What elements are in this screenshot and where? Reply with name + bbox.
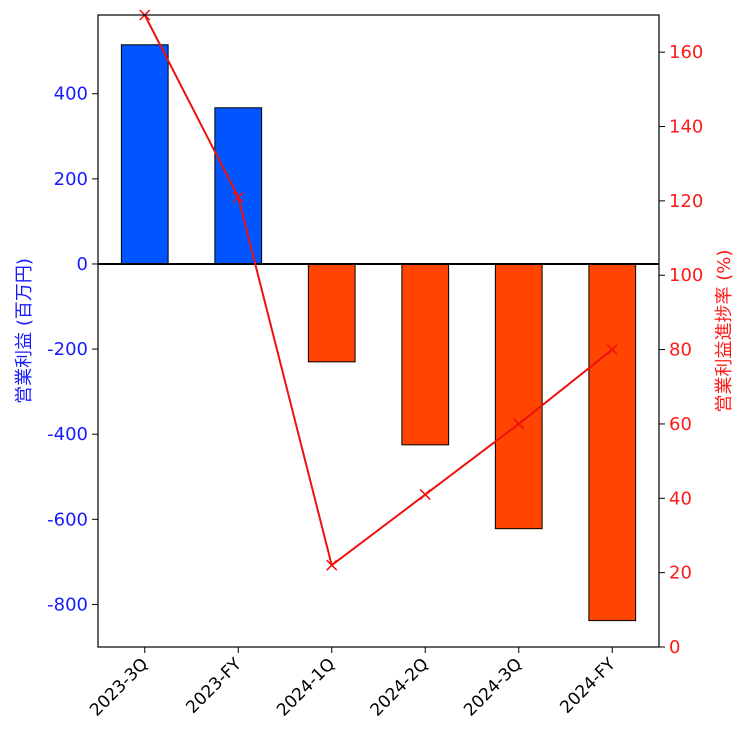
y-right-tick-label: 40 bbox=[669, 488, 692, 509]
y-left-tick-label: -800 bbox=[47, 594, 88, 615]
marker-stroke bbox=[232, 191, 244, 203]
y-left-tick-label: 200 bbox=[54, 169, 88, 190]
bar-2024-2Q bbox=[401, 263, 450, 446]
bars-layer bbox=[120, 44, 637, 622]
bar-2024-3Q bbox=[494, 263, 543, 530]
progress-point-2024-2Q bbox=[419, 489, 431, 501]
plot-frame bbox=[97, 14, 660, 648]
x-tick-label-2023-3Q: 2023-3Q bbox=[86, 654, 152, 720]
bar-2023-FY bbox=[214, 107, 263, 265]
y-axis-left-label: 営業利益 (百万円) bbox=[14, 258, 35, 404]
x-tick-label-2023-FY: 2023-FY bbox=[182, 654, 246, 718]
marker-stroke bbox=[419, 489, 431, 501]
y-right-tick-label: 20 bbox=[669, 563, 692, 584]
bar-2023-3Q bbox=[120, 44, 169, 265]
y-left-tick-label: 400 bbox=[54, 84, 88, 105]
x-tick-label-2024-FY: 2024-FY bbox=[556, 654, 620, 718]
progress-line bbox=[143, 14, 613, 567]
progress-point-2024-3Q bbox=[513, 418, 525, 430]
y-left-tick-label: -200 bbox=[47, 339, 88, 360]
x-tick-label-2024-3Q: 2024-3Q bbox=[460, 654, 526, 720]
y-right-tick-label: 60 bbox=[669, 414, 692, 435]
progress-point-2024-FY bbox=[606, 344, 618, 356]
bar-2024-1Q bbox=[307, 263, 356, 363]
y-right-tick-label: 120 bbox=[669, 191, 703, 212]
y-left-tick-label: -600 bbox=[47, 509, 88, 530]
x-axis: 2023-3Q 2023-FY 2024-1Q 2024-2Q 2024-3Q 2024-… bbox=[86, 647, 620, 721]
marker-stroke bbox=[513, 418, 525, 430]
x-tick-label-2024-1Q: 2024-1Q bbox=[273, 654, 339, 720]
y-right-tick-label: 140 bbox=[669, 117, 703, 138]
right-axis: 0 20 40 60 80 100 120 140 160 bbox=[659, 42, 703, 658]
y-left-tick-label: -400 bbox=[47, 424, 88, 445]
bar-2024-FY bbox=[588, 263, 637, 622]
y-right-tick-label: 160 bbox=[669, 42, 703, 63]
x-tick-label-2024-2Q: 2024-2Q bbox=[367, 654, 433, 720]
marker-stroke bbox=[606, 344, 618, 356]
progress-point-2023-FY bbox=[232, 191, 244, 203]
left-axis: 400 200 0 -200 -400 -600 -800 bbox=[47, 84, 98, 615]
y-right-tick-label: 100 bbox=[669, 265, 703, 286]
y-right-tick-label: 0 bbox=[669, 637, 680, 658]
marker-stroke bbox=[326, 559, 338, 571]
y-right-tick-label: 80 bbox=[669, 340, 692, 361]
progress-point-2024-1Q bbox=[326, 559, 338, 571]
y-axis-right-label: 営業利益進捗率 (%) bbox=[714, 250, 735, 413]
line-layer bbox=[139, 9, 618, 571]
y-left-tick-label: 0 bbox=[77, 254, 88, 275]
